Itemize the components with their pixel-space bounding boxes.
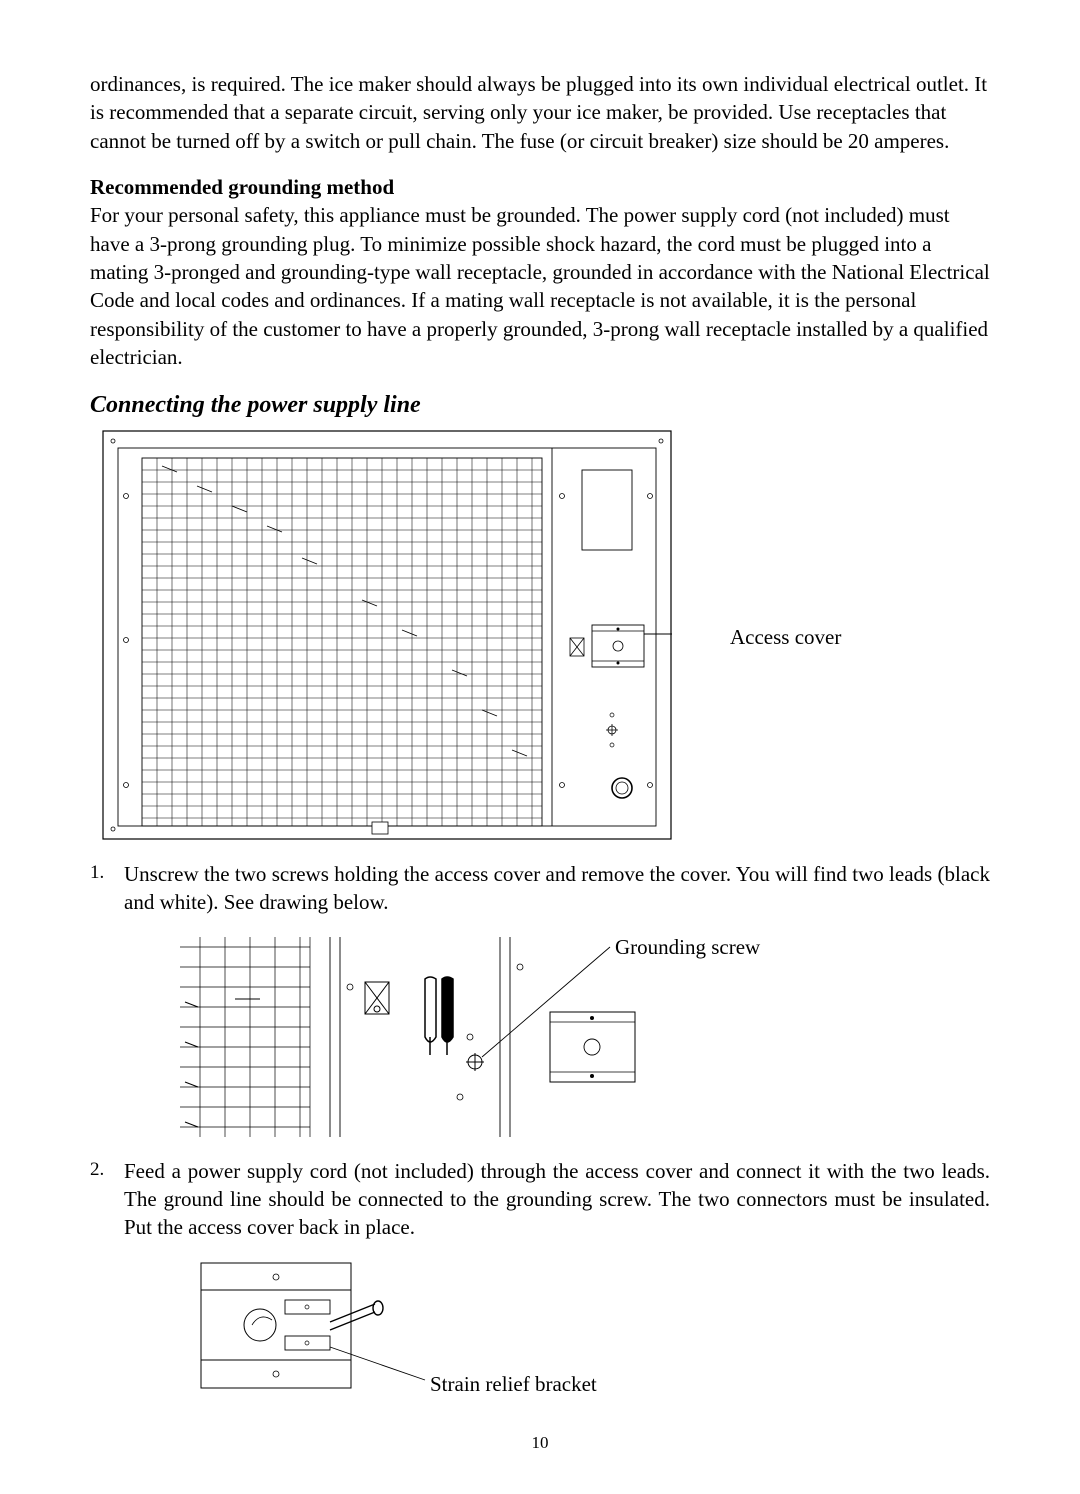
- grounding-body: For your personal safety, this appliance…: [90, 203, 990, 369]
- step-1: 1. Unscrew the two screws holding the ac…: [90, 860, 990, 917]
- diagram-1-container: Access cover: [102, 430, 990, 840]
- instruction-list-2: 2. Feed a power supply cord (not include…: [90, 1157, 990, 1242]
- instruction-list: 1. Unscrew the two screws holding the ac…: [90, 860, 990, 917]
- diagram-2-container: Grounding screw: [180, 937, 990, 1137]
- step-1-number: 1.: [90, 860, 124, 917]
- access-cover-label: Access cover: [730, 623, 841, 651]
- grounding-screw-label: Grounding screw: [615, 933, 760, 961]
- step-2-text: Feed a power supply cord (not included) …: [124, 1157, 990, 1242]
- grounding-section: Recommended grounding method For your pe…: [90, 173, 990, 371]
- unit-back-panel-diagram: [102, 430, 672, 840]
- step-2-number: 2.: [90, 1157, 124, 1242]
- step-2: 2. Feed a power supply cord (not include…: [90, 1157, 990, 1242]
- strain-relief-label: Strain relief bracket: [430, 1370, 597, 1398]
- section-heading: Connecting the power supply line: [90, 389, 990, 421]
- diagram-3-container: Strain relief bracket: [200, 1262, 990, 1402]
- grounding-screw-diagram: [180, 937, 670, 1137]
- grounding-heading: Recommended grounding method: [90, 175, 394, 199]
- step-1-text: Unscrew the two screws holding the acces…: [124, 860, 990, 917]
- intro-paragraph: ordinances, is required. The ice maker s…: [90, 70, 990, 155]
- page-number: 10: [90, 1432, 990, 1455]
